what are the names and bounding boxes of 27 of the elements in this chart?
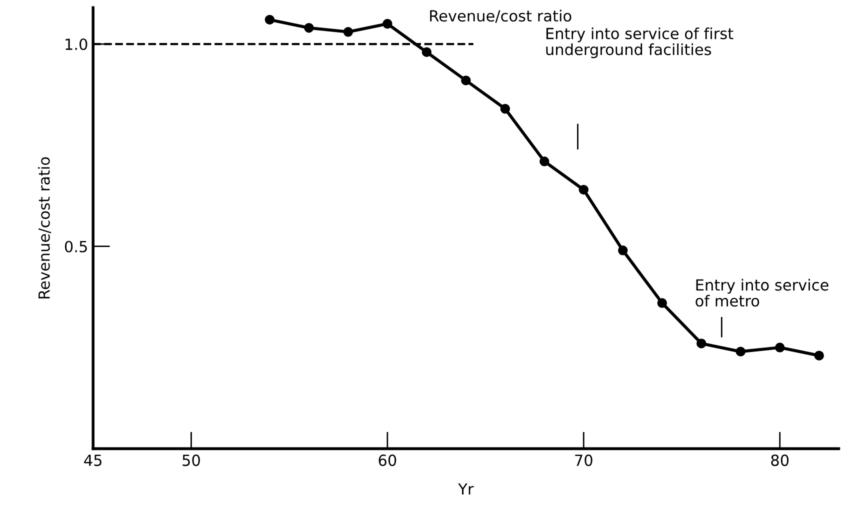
point [422, 47, 432, 57]
point [696, 338, 706, 348]
x-tick-label: 70 [575, 454, 592, 466]
point [775, 342, 785, 352]
point [657, 298, 667, 308]
annotation: Entry into service of first underground facilities [546, 27, 734, 58]
point [343, 27, 354, 37]
point [618, 246, 628, 256]
point [814, 350, 824, 360]
x-tick-label: 45 [84, 454, 102, 466]
point [500, 104, 510, 114]
annotation: Revenue/cost ratio [430, 10, 572, 23]
point [382, 18, 392, 29]
x-tick-label: 50 [182, 454, 200, 466]
point [540, 156, 550, 166]
point [461, 76, 471, 86]
x-axis-title: Yr [458, 483, 474, 495]
y-axis-title: Revenue/cost ratio [38, 157, 52, 298]
x-tick-label: 80 [771, 454, 789, 466]
y-tick-label: 0.5 [64, 240, 87, 252]
annotation: Entry into service of metro [696, 278, 828, 307]
point [264, 14, 275, 25]
point [578, 184, 589, 195]
y-tick-label: 1.0 [66, 38, 88, 50]
point [304, 22, 314, 33]
x-tick-label: 60 [378, 454, 396, 466]
point [736, 346, 746, 356]
